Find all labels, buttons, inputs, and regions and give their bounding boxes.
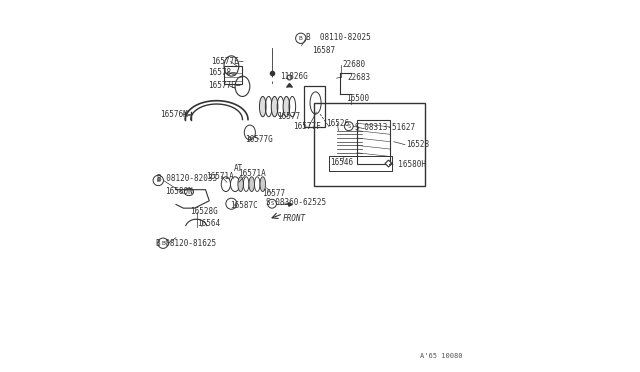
Bar bbox=[314, 103, 425, 186]
Text: FRONT: FRONT bbox=[283, 214, 306, 223]
Bar bbox=[357, 119, 390, 164]
Ellipse shape bbox=[271, 96, 278, 117]
Text: 16528G: 16528G bbox=[190, 207, 218, 217]
Text: 16577: 16577 bbox=[278, 112, 301, 121]
Ellipse shape bbox=[283, 96, 290, 117]
Text: 16587C: 16587C bbox=[230, 201, 258, 210]
Text: B  08110-82025: B 08110-82025 bbox=[306, 33, 371, 42]
Text: A'65 10080: A'65 10080 bbox=[420, 353, 462, 359]
Text: B 08120-81625: B 08120-81625 bbox=[156, 239, 216, 248]
Ellipse shape bbox=[238, 177, 243, 192]
Text: 16500: 16500 bbox=[347, 94, 370, 103]
Text: 16546: 16546 bbox=[330, 157, 353, 167]
Text: 16578―: 16578― bbox=[208, 68, 236, 77]
Text: 16526: 16526 bbox=[326, 119, 349, 128]
Text: S 08360-62525: S 08360-62525 bbox=[266, 199, 326, 208]
Bar bbox=[224, 66, 243, 84]
Text: 11826G: 11826G bbox=[280, 72, 308, 81]
Text: 22680: 22680 bbox=[343, 60, 366, 70]
Text: 16571A: 16571A bbox=[238, 169, 266, 178]
Ellipse shape bbox=[249, 177, 255, 192]
Text: ← 16580H: ← 16580H bbox=[389, 160, 426, 169]
Text: 16577E―: 16577E― bbox=[211, 57, 243, 66]
Text: 16576M―: 16576M― bbox=[161, 109, 193, 119]
Text: B: B bbox=[156, 178, 160, 183]
Bar bbox=[305, 86, 324, 127]
Text: 16577: 16577 bbox=[262, 189, 285, 198]
Text: 16580N: 16580N bbox=[165, 187, 193, 196]
Text: 16528: 16528 bbox=[406, 140, 429, 149]
Ellipse shape bbox=[259, 96, 266, 117]
Text: S: S bbox=[270, 201, 274, 206]
Text: S: S bbox=[347, 124, 351, 129]
Text: B: B bbox=[161, 241, 165, 246]
Ellipse shape bbox=[260, 177, 266, 192]
Text: 16577G: 16577G bbox=[245, 135, 273, 144]
Text: 16564: 16564 bbox=[197, 219, 221, 228]
Text: 16577E―: 16577E― bbox=[208, 81, 240, 90]
Text: B: B bbox=[299, 36, 303, 41]
Text: 16577F: 16577F bbox=[293, 122, 321, 131]
Text: B 08120-82033: B 08120-82033 bbox=[157, 174, 217, 183]
Text: 16571A: 16571A bbox=[206, 172, 234, 181]
Text: 16587: 16587 bbox=[312, 46, 336, 55]
Bar bbox=[329, 157, 392, 171]
Text: S 08313-51627: S 08313-51627 bbox=[355, 123, 415, 132]
Text: 22683: 22683 bbox=[348, 73, 371, 82]
Text: AT: AT bbox=[234, 164, 243, 173]
